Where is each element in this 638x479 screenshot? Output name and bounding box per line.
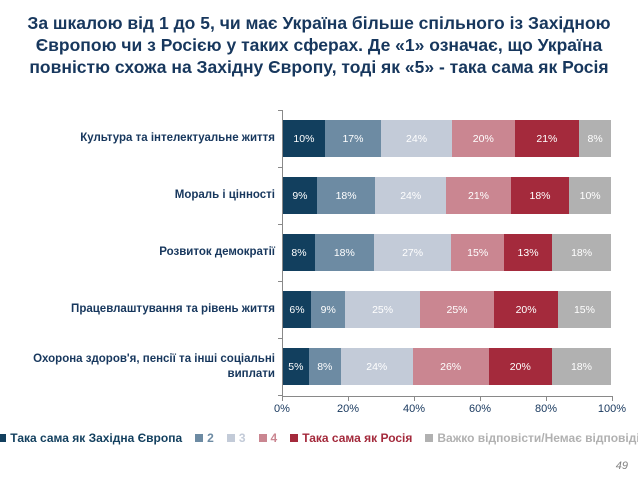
bar-segment: 8% <box>308 348 341 385</box>
bar-segment: 24% <box>381 120 452 157</box>
x-axis-tick-label: 40% <box>402 403 426 415</box>
legend-swatch-icon <box>258 434 267 442</box>
legend-label: 4 <box>270 431 278 445</box>
category-label: Працевлаштування та рівень життя <box>71 303 275 316</box>
legend-swatch-icon <box>425 434 434 442</box>
legend-swatch-icon <box>290 434 299 442</box>
legend-label: Така сама як Західна Європа <box>10 431 183 445</box>
x-axis-tick-label: 20% <box>336 403 360 415</box>
y-axis-line <box>282 110 283 396</box>
category-label: Охорона здоров'я, пенсії та інші соціаль… <box>33 353 275 380</box>
legend-swatch-icon <box>226 434 235 442</box>
legend-label: 3 <box>238 431 246 445</box>
x-axis-tick-label: 60% <box>468 403 492 415</box>
bar-segment: 27% <box>373 234 452 271</box>
bar-segment: 15% <box>557 291 611 328</box>
bar-segment: 5% <box>283 348 309 385</box>
x-axis-line <box>282 396 612 397</box>
bar-segment: 18% <box>552 234 611 271</box>
stacked-bar: 10% 17% 24% 20% 21% 8% <box>283 120 612 157</box>
y-axis-tick <box>278 167 283 168</box>
legend-swatch-icon <box>0 434 7 442</box>
category-label: Мораль і цінності <box>174 189 275 202</box>
y-axis-tick <box>278 110 283 111</box>
legend-item: 3 <box>226 431 246 445</box>
bar-segment: 18% <box>314 234 374 271</box>
legend-item: Така сама як Західна Європа <box>0 431 182 445</box>
bar-row: Охорона здоров'я, пенсії та інші соціаль… <box>0 338 612 395</box>
bar-segment: 9% <box>283 177 317 214</box>
y-axis-tick <box>278 281 283 282</box>
x-axis-tick <box>348 396 349 401</box>
bar-segment: 17% <box>324 120 382 157</box>
legend-item: Важко відповісти/Немає відповіді <box>425 431 638 445</box>
bar-segment: 18% <box>551 348 612 385</box>
bar-segment: 20% <box>452 120 515 157</box>
page-number: 49 <box>615 460 628 472</box>
chart-title: За шкалою від 1 до 5, чи має Україна біл… <box>27 13 611 78</box>
bar-segment: 25% <box>419 291 495 328</box>
y-axis-tick <box>278 338 283 339</box>
bar-segment: 18% <box>510 177 570 214</box>
legend-item: 2 <box>195 431 214 445</box>
legend-item: 4 <box>258 431 278 445</box>
legend-label: 2 <box>207 431 214 445</box>
bar-segment: 9% <box>311 291 346 328</box>
bar-segment: 8% <box>579 120 612 157</box>
bar-segment: 10% <box>569 177 612 214</box>
bar-segment: 21% <box>514 120 580 157</box>
stacked-bar-chart: Культура та інтелектуальне життя 10% 17% 24… <box>0 110 612 395</box>
bar-segment: 10% <box>283 120 325 157</box>
x-axis-tick-label: 80% <box>534 403 558 415</box>
x-axis-tick-label: 0% <box>274 403 290 415</box>
legend-label: Така сама як Росія <box>302 431 413 445</box>
bar-row: Працевлаштування та рівень життя 6% 9% 25% 2… <box>0 281 611 338</box>
legend-label: Важко відповісти/Немає відповіді <box>437 431 638 445</box>
x-axis-tick <box>480 396 481 401</box>
bar-segment: 25% <box>345 291 420 328</box>
legend-item: Така сама як Росія <box>290 431 412 445</box>
stacked-bar: 8% 18% 27% 15% 13% 18% <box>283 234 611 271</box>
category-label: Культура та інтелектуальне життя <box>80 132 275 145</box>
x-axis-tick <box>414 396 415 401</box>
bar-segment: 21% <box>446 177 511 214</box>
stacked-bar: 5% 8% 24% 26% 20% 18% <box>283 348 612 385</box>
bar-segment: 6% <box>283 291 311 328</box>
y-axis-tick <box>278 224 283 225</box>
bar-segment: 20% <box>488 348 552 385</box>
bar-segment: 13% <box>503 234 553 271</box>
bar-segment: 15% <box>451 234 504 271</box>
bar-row: Розвиток демократії 8% 18% 27% 15% 13% 18% <box>0 224 611 281</box>
bar-segment: 20% <box>494 291 558 328</box>
y-axis-tick <box>278 395 283 396</box>
legend-swatch-icon <box>195 434 204 442</box>
bar-row: Мораль і цінності 9% 18% 24% 21% 18% 10% <box>0 167 612 224</box>
legend: Така сама як Західна Європа 2 3 4 Така сама … <box>0 431 638 445</box>
x-axis-tick-label: 100% <box>597 403 627 415</box>
bar-segment: 24% <box>340 348 413 385</box>
bar-segment: 24% <box>375 177 447 214</box>
x-axis-labels: 0% 20% 40% 60% 80% 100% <box>274 403 626 417</box>
stacked-bar: 9% 18% 24% 21% 18% 10% <box>283 177 612 214</box>
bar-segment: 18% <box>316 177 376 214</box>
x-axis-tick <box>282 396 283 401</box>
x-axis-tick <box>546 396 547 401</box>
bar-segment: 8% <box>283 234 315 271</box>
category-label: Розвиток демократії <box>159 246 275 259</box>
stacked-bar: 6% 9% 25% 25% 20% 15% <box>283 291 611 328</box>
x-axis-tick <box>612 396 613 401</box>
bar-row: Культура та інтелектуальне життя 10% 17% 24… <box>0 110 612 167</box>
bar-segment: 26% <box>412 348 489 385</box>
